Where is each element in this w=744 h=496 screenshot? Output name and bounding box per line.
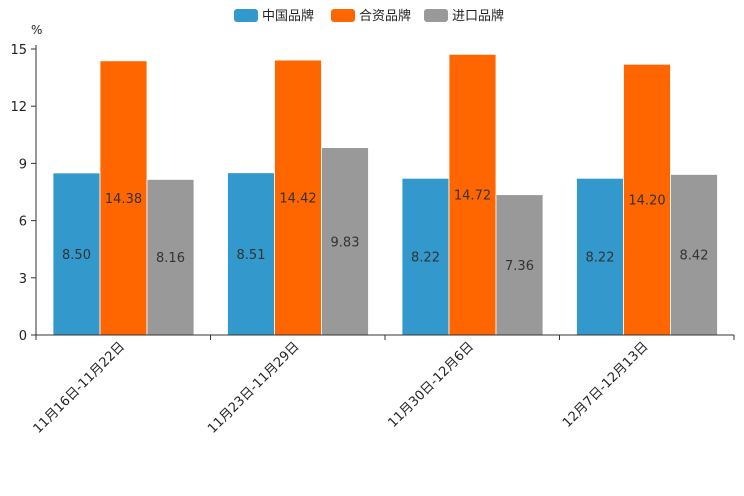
data-label: 8.16 [156,251,185,266]
legend-swatch [424,9,448,22]
data-label: 7.36 [505,259,534,274]
legend-label: 中国品牌 [262,8,314,24]
bar [99,60,148,336]
bar [146,179,195,336]
bars [52,53,718,336]
data-labels: 8.50 8.51 8.22 8.22 14.38 14.42 14.72 14.20 8.16… [62,189,708,274]
y-tick-label: 15 [10,43,27,58]
bar [274,59,322,336]
x-category-label: 11月23日-11月29日 [205,339,302,436]
x-category-label: 11月16日-11月22日 [31,339,128,436]
y-tick-label: 12 [10,100,27,115]
bar [670,174,718,336]
bar [321,147,369,336]
bar [623,63,671,336]
data-label: 14.38 [105,192,142,207]
data-label: 9.83 [331,235,360,250]
legend-swatch [331,9,355,22]
x-category-label: 11月30日-12月6日 [385,339,477,431]
legend-label: 进口品牌 [452,8,504,24]
bar [576,177,624,336]
data-label: 8.22 [411,251,440,266]
y-tick-label: 9 [19,157,27,172]
y-axis-unit: % [31,23,42,37]
legend-label: 合资品牌 [359,8,411,24]
data-label: 8.22 [586,251,615,266]
data-label: 14.72 [454,189,491,204]
legend-swatch [234,9,258,22]
data-label: 14.42 [279,192,316,207]
y-tick-label: 3 [19,272,27,287]
y-tick-label: 0 [19,329,27,344]
x-axis: 11月16日-11月22日 11月23日-11月29日 11月30日-12月6日 12… [31,334,735,437]
data-label: 14.20 [628,194,665,209]
bar [227,172,275,336]
data-label: 8.50 [62,248,91,263]
y-axis: 0 3 6 9 12 15 [10,43,37,344]
data-label: 8.42 [680,249,709,264]
x-category-label: 12月7日-12月13日 [560,339,652,431]
bar [495,194,544,336]
y-tick-label: 6 [19,215,27,230]
data-label: 8.51 [237,248,266,263]
legend: 中国品牌 合资品牌 进口品牌 [234,8,504,24]
bar [401,177,450,336]
